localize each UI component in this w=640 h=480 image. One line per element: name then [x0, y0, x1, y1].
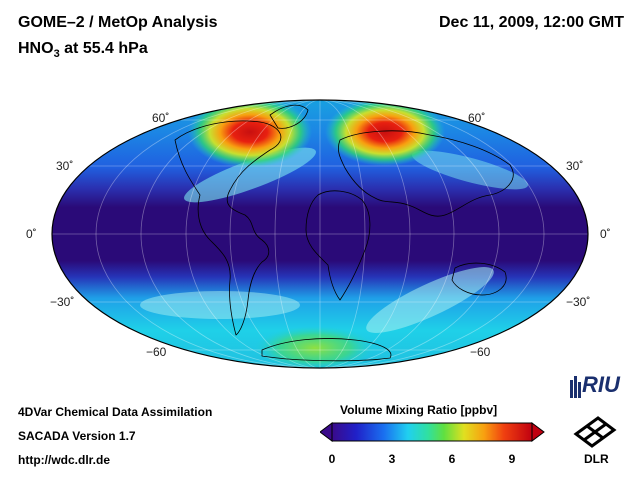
colorbar — [320, 422, 545, 442]
greenland-coast — [269, 104, 309, 129]
lat-label-60s-left: −60 — [146, 345, 167, 359]
australia-coast — [451, 262, 507, 296]
map-title: GOME–2 / MetOp Analysis — [18, 14, 218, 31]
footer-url[interactable]: http://wdc.dlr.de — [18, 453, 110, 467]
colorbar-tick-9: 9 — [508, 452, 516, 466]
species-name: HNO — [18, 40, 54, 57]
lat-label-eq-left: 0˚ — [26, 227, 37, 241]
map-outline — [51, 99, 589, 369]
pressure-level: at 55.4 hPa — [64, 40, 148, 57]
lat-label-30n-right: 30˚ — [566, 159, 584, 173]
africa-coast — [305, 190, 371, 301]
colorbar-title: Volume Mixing Ratio [ppbv] — [340, 403, 498, 417]
eurasia-coast — [337, 130, 514, 217]
dlr-logo-icon — [573, 416, 617, 448]
analysis-datetime: Dec 11, 2009, 12:00 GMT — [439, 14, 624, 31]
colorbar-low-arrow — [320, 422, 333, 442]
colorbar-tick-0: 0 — [328, 452, 336, 466]
footer-method: 4DVar Chemical Data Assimilation — [18, 405, 213, 419]
species-level-title: HNO3 at 55.4 hPa — [18, 40, 148, 60]
lat-label-eq-right: 0˚ — [600, 227, 611, 241]
lat-label-60n-left: 60˚ — [152, 111, 170, 125]
lat-label-30s-right: −30˚ — [566, 295, 591, 309]
footer-version: SACADA Version 1.7 — [18, 429, 136, 443]
colorbar-tick-6: 6 — [448, 452, 456, 466]
colorbar-high-arrow — [531, 422, 545, 442]
lat-label-60n-right: 60˚ — [468, 111, 486, 125]
colorbar-tick-3: 3 — [388, 452, 396, 466]
lat-label-30s-left: −30˚ — [50, 295, 75, 309]
lat-label-30n-left: 30˚ — [56, 159, 74, 173]
species-subscript: 3 — [53, 48, 60, 61]
riu-logo-text: RIU — [582, 372, 620, 397]
coastlines — [174, 104, 514, 362]
americas-coast — [174, 120, 282, 336]
dlr-logo-text: DLR — [584, 452, 609, 466]
colorbar-gradient — [331, 422, 533, 442]
lat-label-60s-right: −60 — [470, 345, 491, 359]
antarctica-coast — [261, 338, 392, 362]
riu-logo-mark — [570, 376, 581, 398]
